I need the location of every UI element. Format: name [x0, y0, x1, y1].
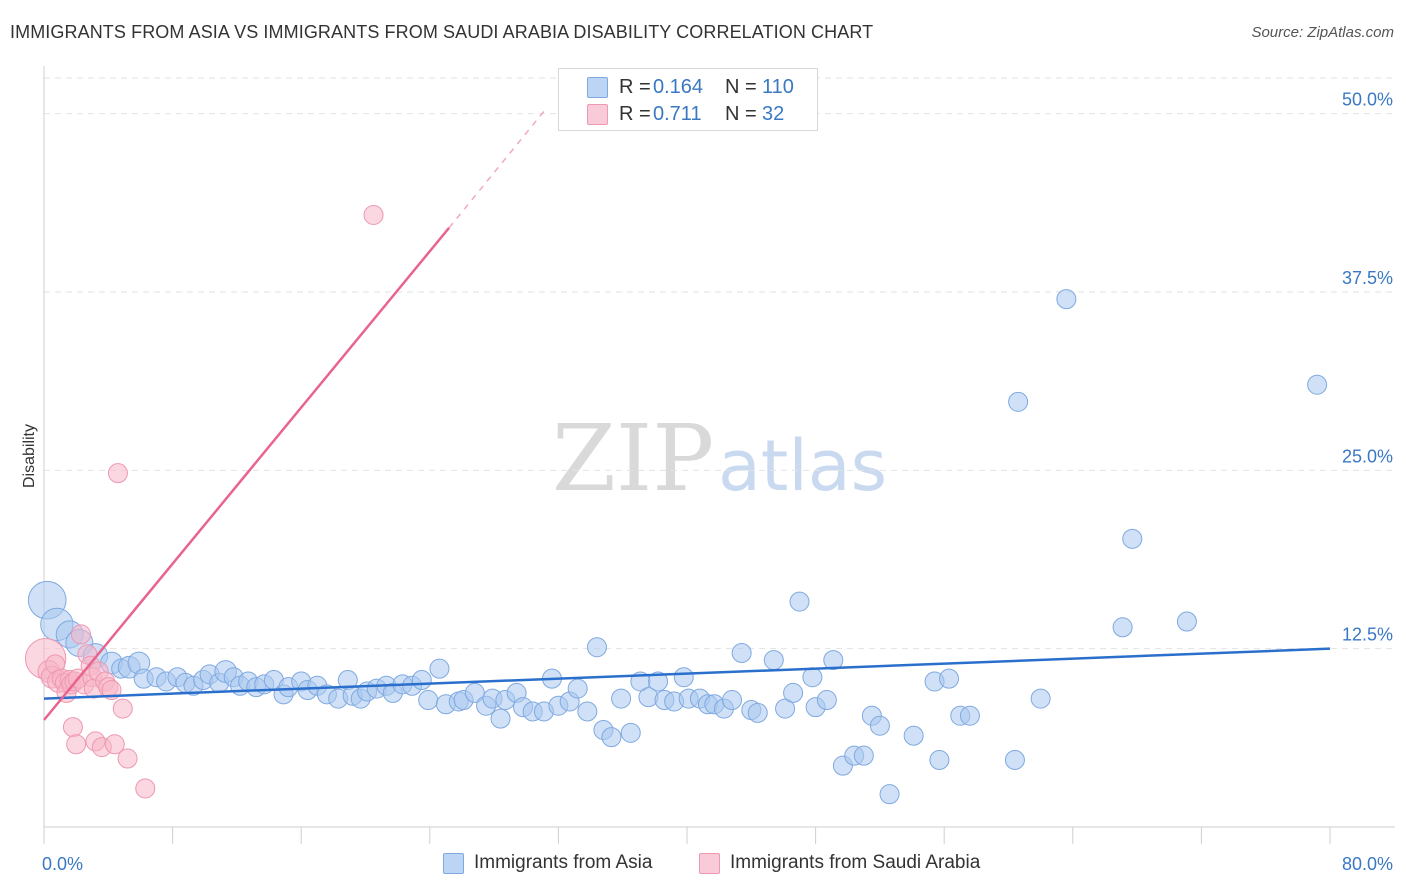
asia-data-point: [783, 682, 804, 703]
asia-data-point: [586, 637, 607, 658]
asia-data-point: [802, 667, 823, 688]
saudi-data-point: [363, 204, 384, 225]
asia-data-point: [648, 671, 669, 692]
series-immigrants-from-asia: [27, 289, 1328, 805]
asia-data-point: [601, 727, 622, 748]
asia-data-point: [1122, 528, 1143, 549]
asia-data-point: [789, 591, 810, 612]
asia-data-point: [816, 690, 837, 711]
y-tick-label: 37.5%: [1342, 268, 1393, 288]
asia-data-point: [823, 650, 844, 671]
legend-r-label: R =: [619, 103, 651, 125]
source-credit: Source: ZipAtlas.com: [1251, 24, 1394, 41]
y-tick-label: 50.0%: [1342, 90, 1393, 110]
asia-swatch: [587, 77, 608, 98]
saudi-data-point: [66, 734, 87, 755]
bottom-legend-saudi-label: Immigrants from Saudi Arabia: [730, 852, 981, 873]
series-immigrants-from-saudi-arabia: [24, 204, 384, 799]
x-tick-labels: 0.0% 80.0%: [42, 854, 1393, 874]
saudi-data-point: [70, 624, 91, 645]
asia-data-point: [775, 698, 796, 719]
legend-row-saudi: R = 0.711 N = 32: [559, 101, 817, 127]
saudi-data-point: [62, 717, 83, 738]
y-tick-label: 25.0%: [1342, 446, 1393, 466]
watermark-atlas: atlas: [718, 425, 887, 507]
asia-data-point: [1008, 391, 1029, 412]
asia-data-point: [879, 784, 900, 805]
watermark: ZIP atlas: [552, 405, 887, 512]
legend-n-label: N =: [725, 103, 757, 125]
legend-r-value: 0.711: [653, 103, 702, 125]
axes: [43, 66, 1395, 844]
x-tick-label: 0.0%: [42, 854, 83, 874]
grid-lines: [44, 77, 1395, 650]
saudi-data-point: [107, 463, 128, 484]
bottom-legend-saudi: Immigrants from Saudi Arabia: [699, 850, 1009, 878]
saudi-data-point: [117, 748, 138, 769]
asia-data-point: [903, 725, 924, 746]
saudi-trend-extension: [448, 108, 547, 229]
asia-data-point: [418, 690, 439, 711]
legend-n-value: 110: [762, 76, 794, 98]
legend-n-value: 32: [762, 103, 785, 125]
asia-data-point: [763, 650, 784, 671]
asia-data-point: [567, 678, 588, 699]
saudi-data-point: [104, 734, 125, 755]
asia-data-point: [620, 722, 641, 743]
asia-data-point: [722, 690, 743, 711]
asia-data-point: [747, 702, 768, 723]
y-tick-labels: 12.5% 25.0% 37.5% 50.0%: [1342, 90, 1393, 645]
y-tick-label: 12.5%: [1342, 625, 1393, 645]
asia-data-point: [731, 642, 752, 663]
correlation-legend: R = 0.164 N = 110 R = 0.711 N = 32: [558, 68, 818, 131]
asia-data-point: [1004, 749, 1025, 770]
bottom-legend-asia: Immigrants from Asia: [443, 850, 683, 878]
asia-data-point: [490, 708, 511, 729]
x-tick-label: 80.0%: [1342, 854, 1393, 874]
asia-data-point: [853, 745, 874, 766]
saudi-data-point: [112, 698, 133, 719]
asia-data-point: [411, 670, 432, 691]
asia-trend-line: [43, 647, 1331, 700]
asia-data-point: [1176, 611, 1197, 632]
saudi-trend-line: [43, 227, 451, 721]
asia-data-point: [1056, 289, 1077, 310]
asia-data-point: [1030, 688, 1051, 709]
legend-row-asia: R = 0.164 N = 110: [559, 74, 817, 100]
saudi-data-point: [135, 778, 156, 799]
asia-data-point: [1112, 617, 1133, 638]
bottom-legend-asia-label: Immigrants from Asia: [474, 852, 653, 873]
trend-lines: [43, 108, 1331, 721]
asia-data-point: [869, 715, 890, 736]
asia-data-point: [1307, 374, 1328, 395]
asia-data-point: [929, 749, 950, 770]
saudi-swatch: [587, 104, 608, 125]
legend-r-value: 0.164: [653, 76, 704, 98]
y-axis-label: Disability: [21, 424, 38, 488]
asia-data-point: [959, 705, 980, 726]
watermark-zip: ZIP: [552, 405, 714, 512]
saudi-swatch: [699, 853, 720, 874]
legend-n-label: N =: [725, 76, 757, 98]
legend-r-label: R =: [619, 76, 651, 98]
asia-data-point: [429, 658, 450, 679]
asia-data-point: [611, 688, 632, 709]
asia-data-point: [577, 701, 598, 722]
asia-swatch: [443, 853, 464, 874]
chart-title: IMMIGRANTS FROM ASIA VS IMMIGRANTS FROM …: [10, 22, 874, 42]
asia-data-point: [673, 667, 694, 688]
asia-data-point: [939, 668, 960, 689]
